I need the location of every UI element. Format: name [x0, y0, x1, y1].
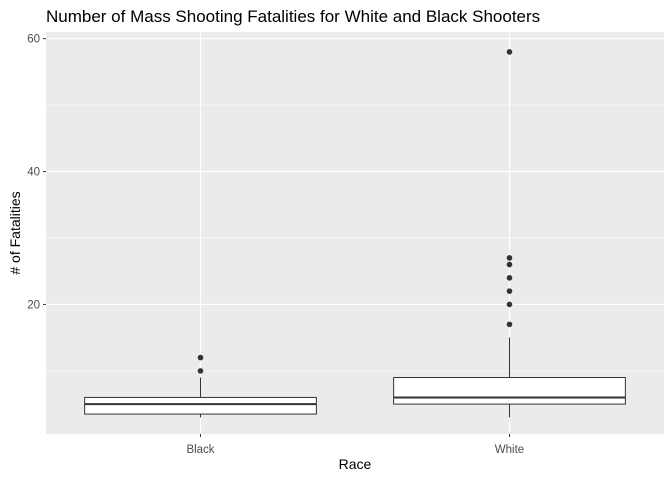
grid-lines: [46, 32, 664, 434]
outlier-point: [506, 321, 513, 328]
box-iqr: [393, 377, 626, 405]
y-axis-ticks: 20 40 60: [27, 34, 46, 311]
chart-title: Number of Mass Shooting Fatalities for W…: [46, 7, 540, 26]
outlier-point: [506, 255, 513, 261]
x-tick-label: Black: [186, 444, 214, 456]
box-iqr: [84, 396, 317, 415]
y-tick-label: 20: [27, 299, 40, 311]
outlier-point: [506, 288, 513, 294]
y-axis-title: # of Fatalities: [7, 191, 23, 274]
box-group: [84, 49, 626, 418]
outlier-point: [506, 301, 513, 308]
x-axis-title: Race: [339, 456, 372, 472]
box-black: [84, 354, 317, 418]
y-tick-label: 40: [27, 167, 40, 179]
plot-panel: [46, 32, 664, 434]
outlier-point: [197, 354, 204, 361]
x-axis-ticks: Black White: [186, 434, 524, 456]
outlier-point: [506, 49, 513, 55]
x-tick-label: White: [495, 444, 524, 456]
y-tick-label: 60: [27, 34, 40, 46]
box-white: [393, 49, 626, 418]
outlier-point: [197, 368, 204, 374]
outlier-point: [506, 261, 513, 268]
outlier-point: [506, 275, 513, 281]
